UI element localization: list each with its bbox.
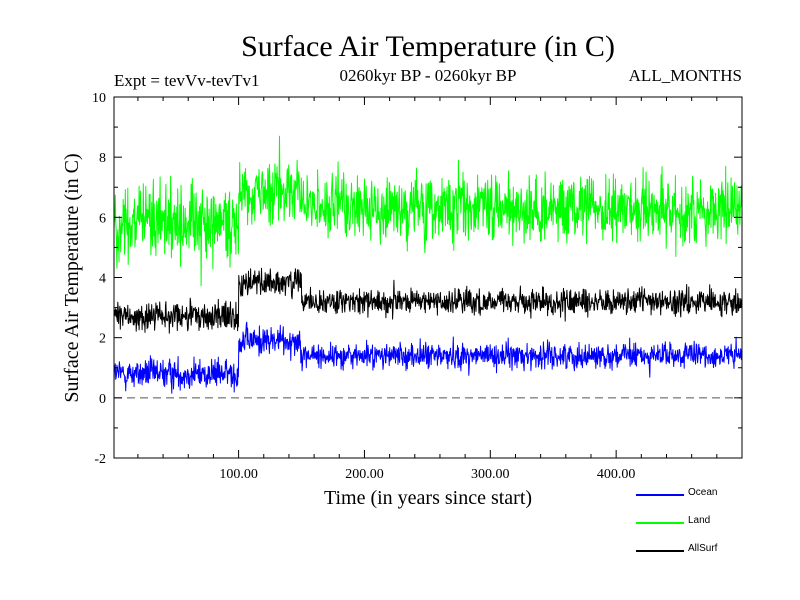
y-tick-label: 10 bbox=[92, 91, 106, 106]
series-ocean bbox=[113, 321, 743, 394]
y-tick-label: 2 bbox=[99, 332, 106, 347]
x-tick-label: 200.00 bbox=[345, 467, 384, 482]
legend: Ocean Land AllSurf bbox=[636, 487, 718, 554]
y-tick-label: 6 bbox=[99, 211, 106, 226]
x-tick-label: 100.00 bbox=[219, 467, 258, 482]
plot-area bbox=[113, 135, 743, 399]
series-land bbox=[113, 135, 743, 287]
period-label: 0260kyr BP - 0260kyr BP bbox=[340, 66, 517, 85]
chart-title: Surface Air Temperature (in C) bbox=[241, 30, 615, 63]
y-axis: -2 0 2 4 6 8 10 bbox=[92, 91, 742, 467]
y-tick-label: -2 bbox=[94, 452, 106, 467]
legend-label-ocean: Ocean bbox=[688, 487, 717, 498]
y-tick-label: 4 bbox=[99, 272, 106, 287]
legend-label-allsurf: AllSurf bbox=[688, 543, 718, 554]
x-axis: 100.00 200.00 300.00 400.00 bbox=[137, 97, 718, 482]
series-allsurf bbox=[113, 267, 743, 334]
y-tick-label: 8 bbox=[99, 151, 106, 166]
legend-label-land: Land bbox=[688, 515, 710, 526]
x-tick-label: 400.00 bbox=[597, 467, 636, 482]
experiment-label: Expt = tevVv-tevTv1 bbox=[114, 71, 260, 90]
plot-frame bbox=[113, 96, 743, 459]
x-axis-label: Time (in years since start) bbox=[324, 487, 532, 509]
x-tick-label: 300.00 bbox=[471, 467, 510, 482]
y-tick-label: 0 bbox=[99, 392, 106, 407]
months-label: ALL_MONTHS bbox=[629, 66, 742, 85]
y-axis-label: Surface Air Temperature (in C) bbox=[61, 153, 83, 402]
